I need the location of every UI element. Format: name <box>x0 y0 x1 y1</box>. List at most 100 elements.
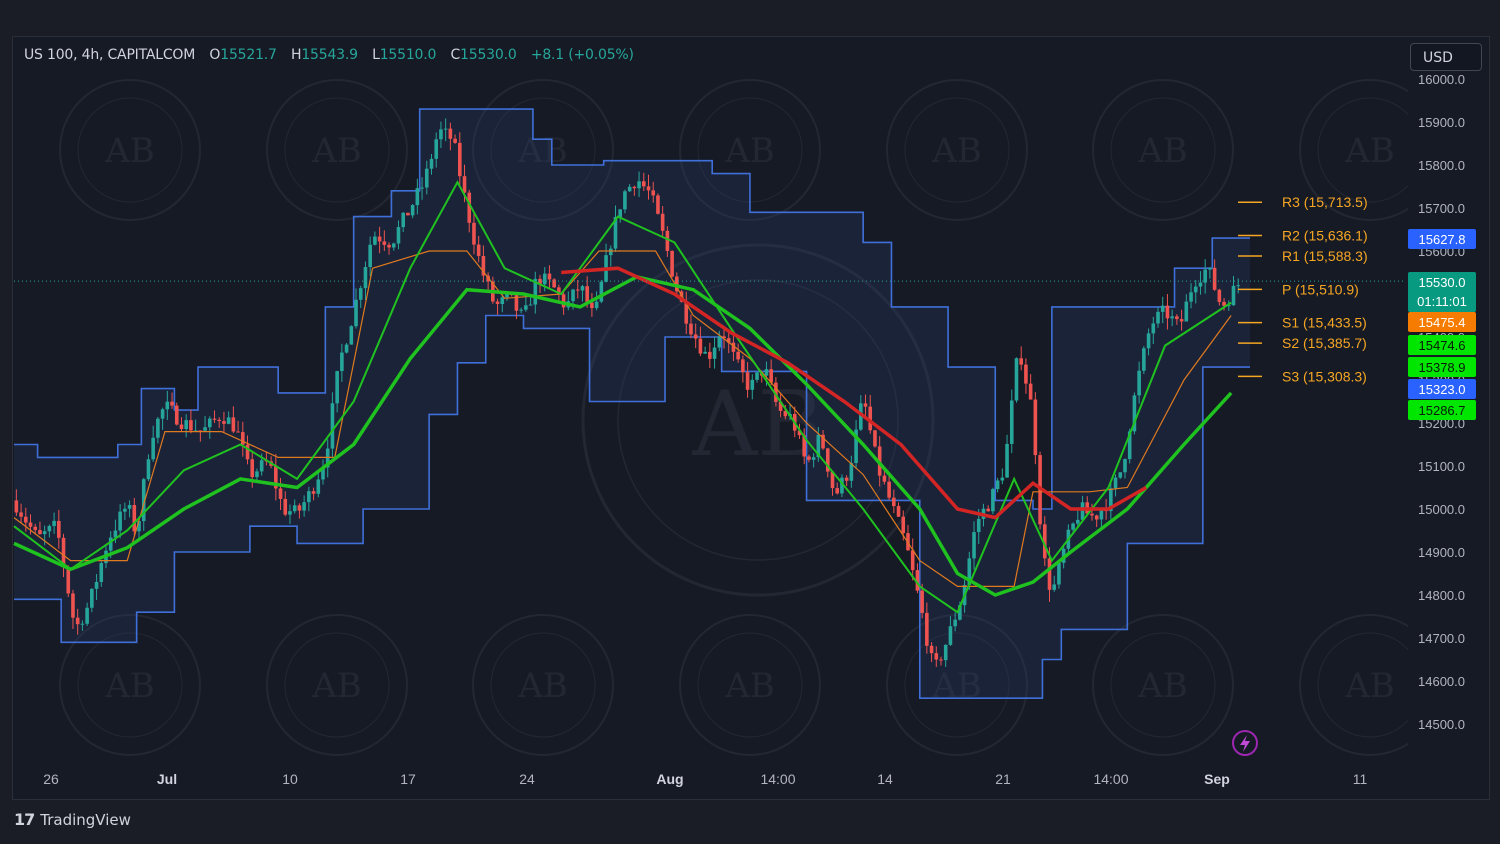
candle-body <box>401 212 405 228</box>
candle-body <box>722 336 726 339</box>
close-value: 15530.0 <box>460 47 517 63</box>
candle-body <box>274 465 278 489</box>
candle-body <box>443 128 448 130</box>
candle-body <box>377 236 382 242</box>
candle-body <box>552 279 556 288</box>
y-tick-label: 14900.0 <box>1418 545 1465 560</box>
candle-body <box>641 181 646 187</box>
candle-body <box>925 612 929 646</box>
price-tags: 15627.8 15530.0 01:11:01 15475.4 15474.6 1537… <box>1408 229 1476 420</box>
candle-body <box>189 420 193 431</box>
candle-body <box>1179 319 1184 322</box>
lightning-icon[interactable] <box>1232 730 1258 756</box>
candle-body <box>429 158 434 169</box>
candle-body <box>939 659 943 661</box>
candle-body <box>1184 301 1189 322</box>
candle-body <box>750 379 755 390</box>
open-label: O <box>209 47 221 63</box>
candle-body <box>627 186 632 192</box>
watermark-seal <box>886 79 1028 221</box>
price-tag-label: 15475.4 <box>1419 315 1466 330</box>
brand-name: TradingView <box>40 810 131 829</box>
candle-body <box>783 410 788 417</box>
candle-body <box>1217 289 1222 302</box>
candle-body <box>1019 358 1023 365</box>
candle-body <box>675 276 679 292</box>
watermark-monogram: AB <box>724 666 775 706</box>
candle-body <box>608 248 613 256</box>
candle-body <box>1160 305 1165 312</box>
candle-body <box>335 371 339 404</box>
candle-body <box>33 526 38 531</box>
watermark-seal-inner <box>77 632 183 738</box>
watermark-seal <box>886 614 1028 756</box>
candle-body <box>703 351 707 354</box>
candle-body <box>953 619 957 627</box>
candle-body <box>151 437 155 460</box>
candle-body <box>892 497 896 507</box>
candle-body <box>226 417 231 424</box>
candle-body <box>52 520 56 527</box>
candle-body <box>882 475 887 482</box>
watermark-seal <box>679 79 821 221</box>
candle-body <box>278 488 283 499</box>
y-tick-label: 16000.0 <box>1418 72 1465 87</box>
candle-body <box>1151 323 1156 334</box>
price-tag-bg <box>1408 272 1476 312</box>
candle-body <box>19 512 23 517</box>
candle-body <box>75 617 80 625</box>
x-tick-label: 26 <box>43 771 59 787</box>
close-label: C <box>450 47 461 63</box>
candle-body <box>1057 562 1061 585</box>
watermark-seal <box>59 614 201 756</box>
watermark-seal-inner <box>1110 97 1216 203</box>
tradingview-logo-icon: 17 <box>14 810 35 829</box>
candle-body <box>47 526 52 532</box>
candle-body <box>250 459 255 478</box>
candle-body <box>547 273 552 280</box>
candle-body <box>467 192 472 223</box>
candle-body <box>802 435 806 457</box>
candle-body <box>571 289 575 302</box>
candle-body <box>811 457 816 460</box>
candle-body <box>542 273 547 285</box>
candle-body <box>698 338 703 354</box>
watermark-seal-inner <box>1317 632 1408 738</box>
watermark-seal-inner <box>904 632 1010 738</box>
candle-body <box>731 342 736 352</box>
pivot-r3-label: R3 (15,713.5) <box>1282 194 1368 210</box>
candle-body <box>646 186 651 191</box>
candle-body <box>1203 269 1207 283</box>
candle-body <box>1127 431 1132 460</box>
watermark-seal <box>1092 79 1234 221</box>
lightning-icon-ring <box>1232 730 1258 756</box>
candle-body <box>632 186 637 189</box>
candle-body <box>623 191 627 210</box>
currency-button[interactable]: USD <box>1410 43 1482 71</box>
symbol-title[interactable]: US 100, 4h, CAPITALCOM <box>24 47 196 63</box>
candle-body <box>66 566 71 594</box>
candle-body <box>1113 477 1118 489</box>
candle-body <box>1000 477 1005 481</box>
candle-body <box>1212 267 1217 290</box>
candle-body <box>80 623 85 625</box>
candle-body <box>514 295 519 311</box>
pivot-s2-label: S2 (15,385.7) <box>1282 335 1367 351</box>
candle-body <box>108 537 113 551</box>
candle-body <box>943 644 948 661</box>
candle-body <box>660 213 665 231</box>
candle-body <box>618 209 623 218</box>
candle-body <box>481 255 486 276</box>
candle-body <box>118 511 122 531</box>
watermark-monogram: AB <box>1344 666 1395 706</box>
x-tick-label: Jul <box>157 771 177 787</box>
candle-body <box>840 477 844 494</box>
watermark-monogram: AB <box>311 666 362 706</box>
tradingview-brand[interactable]: 17 TradingView <box>14 810 131 829</box>
candle-body <box>434 139 439 159</box>
candle-body <box>1118 472 1123 478</box>
watermark-seal-inner <box>1317 97 1408 203</box>
candle-body <box>887 481 891 498</box>
candle-body <box>915 570 920 591</box>
